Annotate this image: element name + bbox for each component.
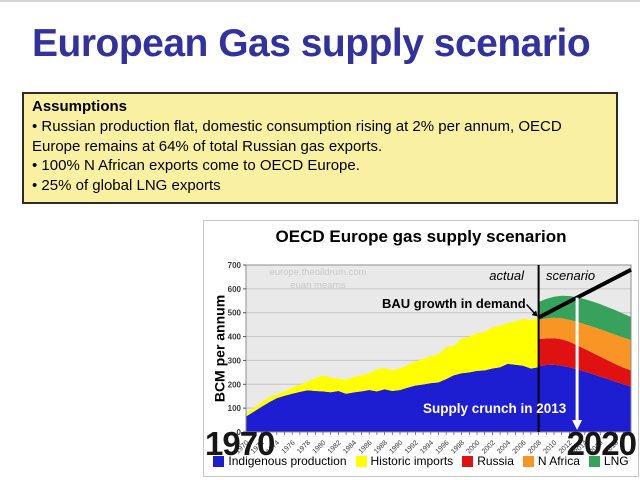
svg-text:300: 300	[228, 356, 242, 365]
legend-label: Historic imports	[370, 454, 454, 468]
annotation-supply-crunch: Supply crunch in 2013	[423, 401, 567, 416]
legend-label: Russia	[477, 454, 514, 468]
legend-item: Russia	[462, 454, 514, 468]
legend-item: Historic imports	[355, 454, 454, 468]
x-axis-end-year: 2020	[566, 425, 637, 462]
assumptions-box: Assumptions • Russian production flat, d…	[22, 92, 618, 204]
annotation-actual: actual	[489, 268, 524, 283]
svg-text:500: 500	[228, 309, 242, 318]
legend-swatch	[355, 455, 367, 467]
svg-text:100: 100	[228, 404, 242, 413]
legend-swatch	[588, 455, 600, 467]
legend-item: LNG	[588, 454, 629, 468]
legend-swatch	[522, 455, 534, 467]
legend-swatch	[213, 455, 225, 467]
watermark: europe.theoildrum.com euan mearns	[248, 267, 388, 293]
svg-text:200: 200	[228, 380, 242, 389]
legend-swatch	[462, 455, 474, 467]
watermark-line1: europe.theoildrum.com	[269, 267, 367, 278]
legend-label: LNG	[603, 454, 629, 468]
assumption-bullet: • Russian production flat, domestic cons…	[32, 117, 562, 155]
slide-top-border	[0, 0, 640, 2]
svg-text:700: 700	[228, 261, 242, 270]
annotation-scenario: scenario	[546, 268, 596, 283]
assumption-bullet: • 25% of global LNG exports	[32, 177, 221, 195]
legend-label: Indigenous production	[228, 454, 347, 468]
chart-legend: Indigenous production Historic imports Rus…	[204, 454, 638, 468]
legend-label: N Africa	[537, 454, 580, 468]
assumptions-heading: Assumptions	[32, 98, 128, 115]
watermark-line2: euan mearns	[290, 279, 346, 291]
svg-text:400: 400	[228, 333, 242, 342]
legend-item: Indigenous production	[213, 454, 347, 468]
legend-item: N Africa	[522, 454, 580, 468]
svg-text:0: 0	[237, 428, 242, 437]
slide-title: European Gas supply scenario	[32, 22, 591, 65]
assumption-bullet: • 100% N African exports come to OECD Eu…	[32, 157, 360, 175]
chart-title: OECD Europe gas supply scenarion	[275, 227, 567, 246]
annotation-bau-growth: BAU growth in demand	[382, 296, 526, 311]
chart-image: OECD Europe gas supply scenarion BCM per…	[203, 220, 639, 477]
svg-text:600: 600	[228, 285, 242, 294]
y-axis-label: BCM per annum	[211, 294, 228, 403]
